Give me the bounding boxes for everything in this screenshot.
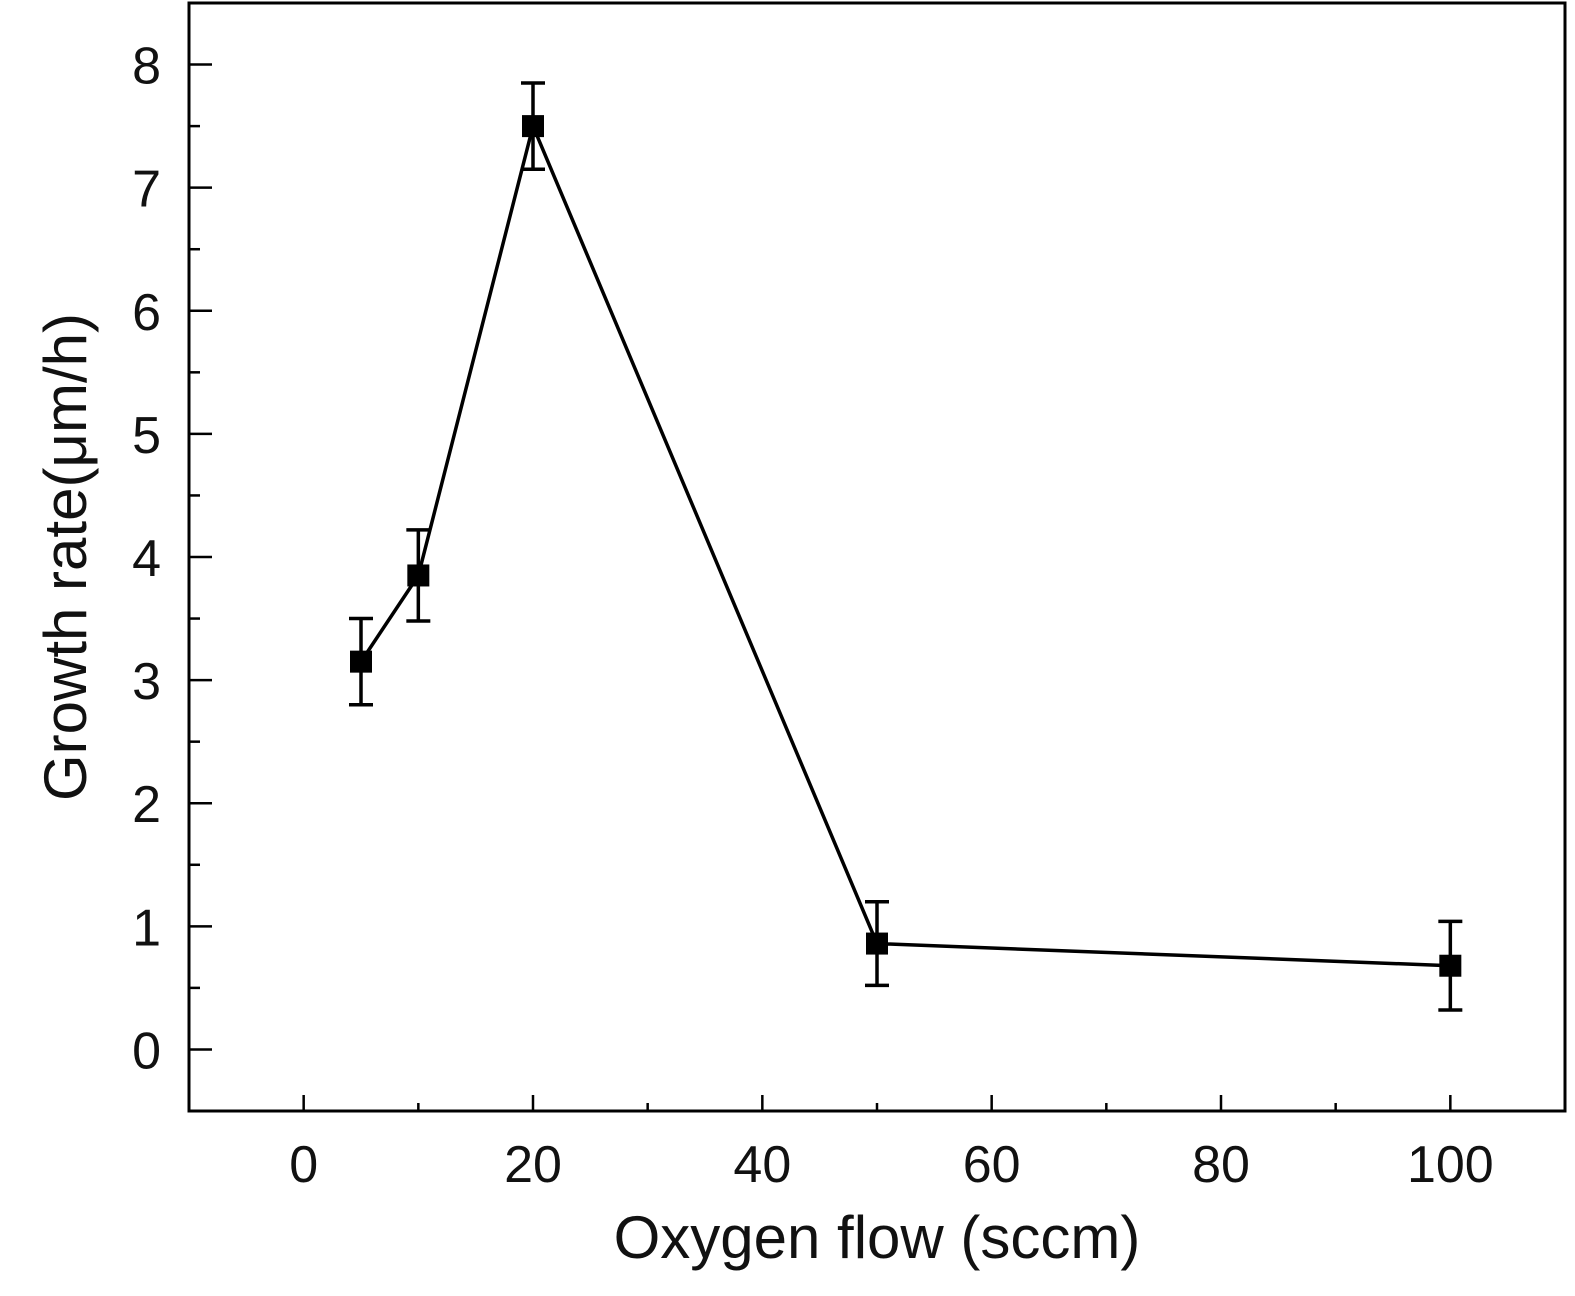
x-tick-label: 20 (504, 1136, 562, 1194)
data-line (359, 120, 1451, 968)
x-tick-label: 60 (963, 1136, 1021, 1194)
x-tick-label: 0 (289, 1136, 318, 1194)
y-tick-label: 0 (132, 1022, 161, 1080)
data-point (866, 932, 888, 955)
x-tick-label: 40 (733, 1136, 791, 1194)
data-points (350, 115, 1462, 977)
data-point (407, 564, 430, 587)
y-tick-labels: 0 1 2 3 4 5 6 7 8 (132, 38, 161, 1081)
y-tick-label: 2 (132, 776, 161, 834)
y-tick-label: 5 (132, 407, 161, 465)
y-axis-title: Growth rate(μm/h) (32, 313, 99, 801)
x-tick-labels: 0 20 40 60 80 100 (289, 1136, 1494, 1194)
error-bars (349, 81, 1463, 1012)
y-tick-label: 6 (132, 284, 161, 342)
y-tick-label: 4 (132, 530, 161, 588)
data-point (522, 115, 544, 138)
x-axis-title: Oxygen flow (sccm) (614, 1204, 1141, 1271)
x-tick-label: 80 (1192, 1136, 1250, 1194)
data-point (1439, 954, 1462, 977)
y-tick-label: 8 (132, 38, 161, 96)
y-tick-label: 3 (132, 653, 161, 711)
axis-ticks (189, 63, 1452, 1111)
x-tick-label: 100 (1407, 1136, 1494, 1194)
y-tick-label: 1 (132, 899, 161, 957)
data-point (350, 650, 372, 673)
y-tick-label: 7 (132, 161, 161, 219)
series-line (359, 120, 1451, 968)
